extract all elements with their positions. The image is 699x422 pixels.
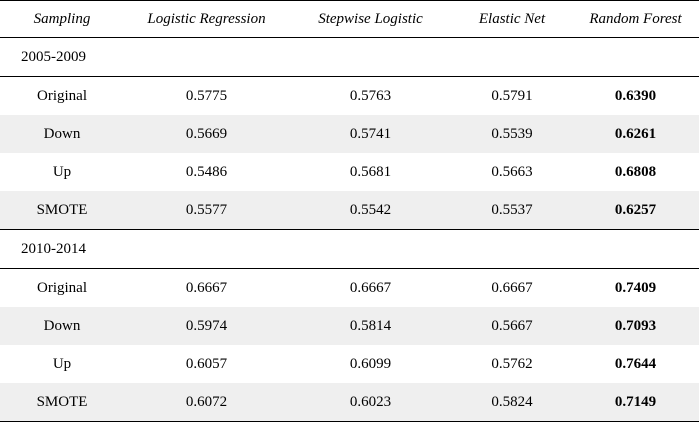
lr-cell: 0.5486 [185, 163, 228, 180]
header-row: Sampling Logistic Regression Stepwise Lo… [0, 0, 699, 38]
sl-cell: 0.6023 [289, 383, 452, 422]
lr-cell: 0.5974 [124, 307, 289, 345]
sampling-cell: Original [37, 87, 87, 104]
header-sampling: Sampling [0, 0, 124, 38]
sl-cell: 0.6099 [349, 355, 392, 372]
lr-cell: 0.5669 [124, 115, 289, 153]
rf-cell: 0.7644 [614, 355, 657, 372]
header-stepwise-logistic: Stepwise Logistic [289, 0, 452, 38]
en-cell: 0.5762 [491, 355, 533, 372]
sl-cell: 0.5542 [289, 191, 452, 230]
en-cell: 0.5663 [491, 163, 533, 180]
rf-cell: 0.7409 [614, 279, 657, 296]
sl-cell: 0.6667 [349, 279, 392, 296]
group-label: 2010-2014 [0, 229, 699, 269]
sampling-cell: SMOTE [0, 191, 124, 230]
table-row: Down 0.5974 0.5814 0.5667 0.7093 [0, 307, 699, 345]
lr-cell: 0.5577 [124, 191, 289, 230]
en-cell: 0.5537 [452, 191, 572, 230]
sampling-cell: Original [37, 279, 87, 296]
table-row: SMOTE 0.5577 0.5542 0.5537 0.6257 [0, 191, 699, 230]
en-cell: 0.5824 [452, 383, 572, 422]
rf-cell: 0.7093 [572, 307, 699, 345]
en-cell: 0.5539 [452, 115, 572, 153]
group-row: 2010-2014 [0, 229, 699, 269]
table-row: SMOTE 0.6072 0.6023 0.5824 0.7149 [0, 383, 699, 422]
lr-cell: 0.5775 [185, 87, 228, 104]
lr-cell: 0.6057 [185, 355, 228, 372]
rf-cell: 0.6257 [572, 191, 699, 230]
rf-cell: 0.6390 [614, 87, 657, 104]
header-elastic-net: Elastic Net [452, 0, 572, 38]
sl-cell: 0.5763 [349, 87, 392, 104]
en-cell: 0.5791 [491, 87, 533, 104]
sampling-cell: Down [0, 115, 124, 153]
sampling-cell: Up [52, 355, 72, 372]
sl-cell: 0.5741 [289, 115, 452, 153]
sl-cell: 0.5814 [289, 307, 452, 345]
rf-cell: 0.6808 [614, 163, 657, 180]
sl-cell: 0.5681 [349, 163, 392, 180]
table-row: Up 0.5486 0.5681 0.5663 0.6808 [0, 153, 699, 191]
lr-cell: 0.6072 [124, 383, 289, 422]
sampling-cell: Down [0, 307, 124, 345]
header-logistic-regression: Logistic Regression [124, 0, 289, 38]
sampling-cell: SMOTE [0, 383, 124, 422]
table-row: Up 0.6057 0.6099 0.5762 0.7644 [0, 345, 699, 383]
rf-cell: 0.7149 [572, 383, 699, 422]
header-random-forest: Random Forest [572, 0, 699, 38]
en-cell: 0.6667 [491, 279, 533, 296]
table-row: Original 0.6667 0.6667 0.6667 0.7409 [0, 269, 699, 308]
group-row: 2005-2009 [0, 37, 699, 77]
lr-cell: 0.6667 [185, 279, 228, 296]
sampling-cell: Up [52, 163, 72, 180]
group-label: 2005-2009 [0, 37, 699, 77]
table-row: Down 0.5669 0.5741 0.5539 0.6261 [0, 115, 699, 153]
en-cell: 0.5667 [452, 307, 572, 345]
rf-cell: 0.6261 [572, 115, 699, 153]
table-row: Original 0.5775 0.5763 0.5791 0.6390 [0, 77, 699, 116]
